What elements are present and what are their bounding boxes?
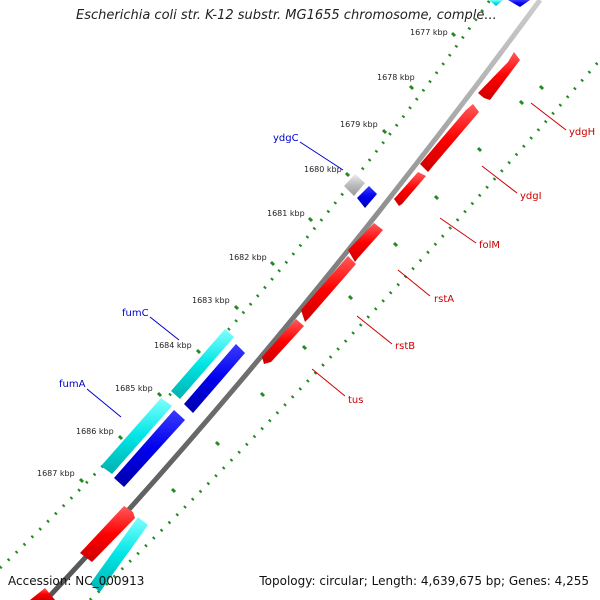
gene-ydgI[interactable] (420, 104, 479, 172)
gene-label-fumA[interactable]: fumA (59, 379, 86, 390)
tick-label: 1679 kbp (340, 120, 378, 129)
gene-folM[interactable] (348, 223, 383, 262)
gene-fumC-blue[interactable] (184, 344, 245, 413)
gene-top-blue[interactable] (508, 0, 530, 7)
tick-label: 1681 kbp (267, 209, 305, 218)
major-ticks (78, 31, 457, 484)
gene-labels: ydgH ydgI folM rstA rstB tus ydgC fumC f… (59, 127, 595, 406)
label-leaders (86, 102, 567, 418)
tick-label: 1680 kbp (304, 165, 342, 174)
gene-rstB[interactable] (262, 319, 304, 364)
gene-bottom-red-2[interactable] (30, 588, 55, 600)
tick-label: 1678 kbp (377, 73, 415, 82)
tick-label: 1683 kbp (192, 296, 230, 305)
summary-label: Topology: circular; Length: 4,639,675 bp… (259, 574, 589, 588)
tick-labels: 1677 kbp 1678 kbp 1679 kbp 1680 kbp 1681… (37, 28, 448, 478)
tick-label: 1687 kbp (37, 469, 75, 478)
tick-label: 1677 kbp (410, 28, 448, 37)
gene-label-folM[interactable]: folM (479, 240, 500, 251)
tick-label: 1685 kbp (115, 384, 153, 393)
gene-top-cyan[interactable] (489, 0, 503, 6)
chromosome-backbone (44, 0, 543, 600)
forward-strand-genes[interactable] (30, 52, 520, 600)
tick-label: 1686 kbp (76, 427, 114, 436)
gene-gray[interactable] (344, 174, 365, 196)
gene-label-tus[interactable]: tus (348, 395, 363, 406)
gene-ydgI-2[interactable] (394, 172, 426, 206)
gene-label-rstA[interactable]: rstA (434, 294, 454, 305)
gene-label-ydgH[interactable]: ydgH (569, 127, 595, 138)
gene-fumA-cyan[interactable] (101, 398, 172, 474)
accession-label: Accession: NC_000913 (8, 574, 145, 588)
tick-ring-outer (0, 0, 492, 570)
gene-label-fumC[interactable]: fumC (122, 308, 149, 319)
gene-ydgH[interactable] (478, 52, 520, 100)
gene-label-ydgI[interactable]: ydgI (520, 191, 542, 202)
inner-ticks (128, 84, 545, 541)
gene-rstA[interactable] (301, 256, 356, 322)
gene-fumA-blue[interactable] (114, 410, 185, 487)
gene-bottom-red-1[interactable] (80, 506, 135, 562)
tick-label: 1684 kbp (154, 341, 192, 350)
gene-label-ydgC[interactable]: ydgC (273, 133, 299, 144)
gene-label-rstB[interactable]: rstB (395, 341, 415, 352)
gene-fumC-cyan[interactable] (171, 329, 234, 399)
reverse-strand-genes[interactable] (90, 0, 530, 592)
gene-ydgC[interactable] (357, 186, 377, 208)
tick-label: 1682 kbp (229, 253, 267, 262)
map-title: Escherichia coli str. K-12 substr. MG165… (76, 8, 497, 23)
gene-bottom-cyan[interactable] (90, 517, 148, 592)
